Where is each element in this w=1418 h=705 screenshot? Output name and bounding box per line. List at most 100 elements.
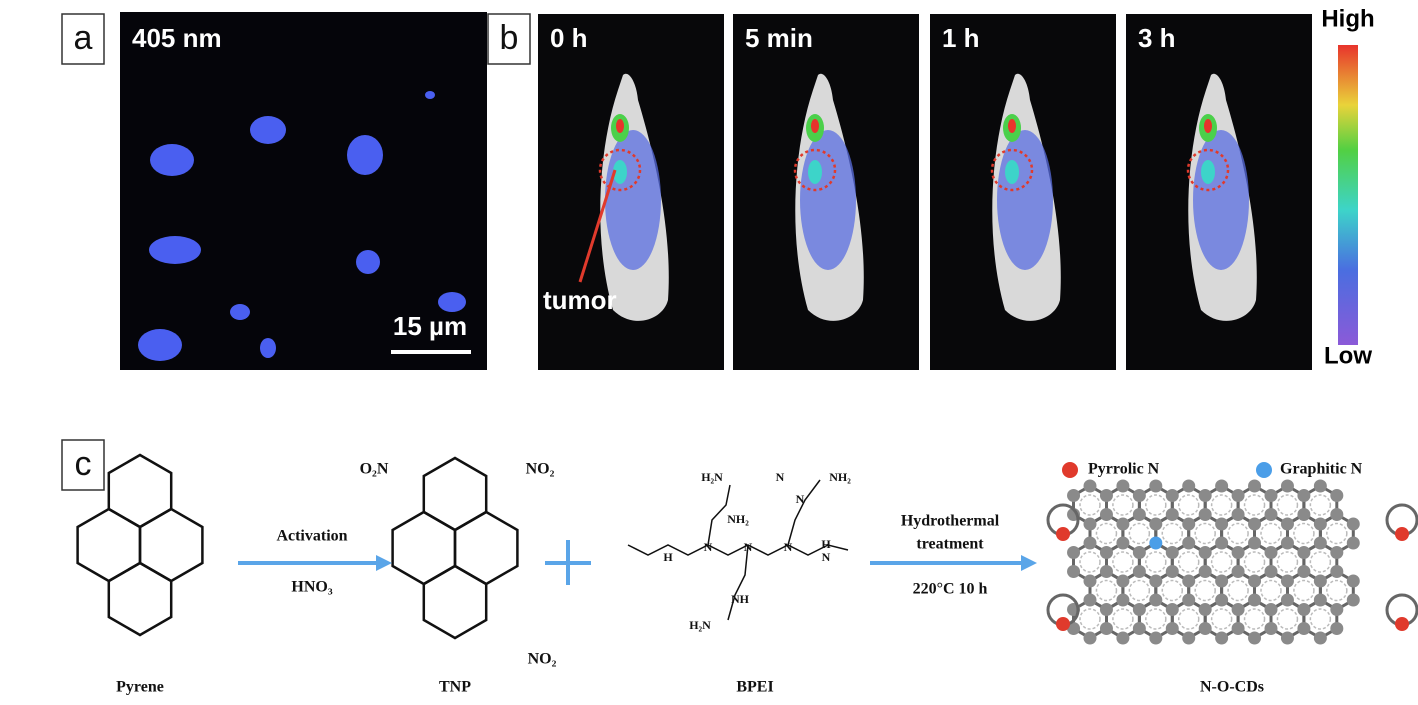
group-label: N (796, 492, 805, 506)
carbon-dot-model (1046, 479, 1418, 645)
atom (1346, 574, 1360, 588)
atom (1313, 593, 1327, 607)
panel-label: c (75, 445, 92, 483)
group-label: NH₂ (727, 512, 749, 526)
atom (1099, 622, 1113, 635)
atom (1330, 489, 1344, 502)
atom (1099, 508, 1113, 521)
aromatic-ring (1293, 522, 1315, 545)
aromatic-ring (1276, 608, 1299, 630)
atom (1280, 536, 1294, 550)
group-label: N (744, 540, 753, 554)
ring (391, 510, 457, 586)
imaging-panels: 0 h 5 min 1 h 3 h tumor (538, 14, 1312, 370)
aromatic-ring (1309, 494, 1332, 516)
chain (707, 484, 731, 546)
atom (1116, 574, 1130, 588)
annotation-arrow (578, 169, 617, 283)
atom (1297, 565, 1311, 578)
atom (1231, 489, 1245, 502)
chain (787, 479, 821, 546)
time-label: 0 h (550, 23, 588, 53)
atom (1083, 631, 1097, 645)
atom (1182, 479, 1196, 493)
label-box (61, 13, 105, 65)
cells (138, 91, 466, 361)
atom (1132, 508, 1146, 521)
aromatic-ring (1145, 608, 1167, 630)
aromatic-ring (1177, 608, 1200, 630)
atom (1165, 546, 1179, 559)
aromatic-ring (1112, 608, 1134, 630)
atom (1149, 517, 1163, 531)
group-label: N (784, 540, 793, 554)
tumor-outline (1186, 148, 1230, 192)
aromatic-ring (1309, 551, 1332, 573)
label-box (487, 13, 531, 65)
atom (1346, 517, 1360, 531)
atom (1165, 508, 1179, 521)
aromatic-ring (1128, 579, 1151, 602)
atom (1297, 622, 1311, 635)
atom (1198, 546, 1212, 559)
atom (1264, 546, 1278, 559)
signal (808, 160, 822, 184)
atom (1297, 603, 1311, 616)
step-label: Activation (276, 528, 347, 545)
atom (1132, 546, 1146, 559)
step-label: treatment (916, 536, 984, 553)
atom (1099, 546, 1113, 559)
atom (1198, 622, 1212, 635)
label-box (61, 439, 105, 491)
atom (1264, 508, 1278, 521)
aromatic-ring (1194, 522, 1216, 545)
aromatic-ring (1227, 522, 1249, 545)
atom (1067, 489, 1081, 502)
signal (1008, 119, 1016, 133)
atom (1182, 631, 1196, 645)
time-label: 1 h (942, 23, 980, 53)
tumor-outline (598, 148, 642, 192)
atom (1215, 631, 1229, 645)
aromatic-ring (1177, 551, 1200, 573)
aromatic-ring (1227, 579, 1249, 602)
atom (1264, 603, 1278, 616)
atom (1330, 603, 1344, 616)
atom (1248, 574, 1262, 588)
group-label: NH₂ (829, 470, 851, 484)
atom (1330, 622, 1344, 635)
atom (1149, 479, 1163, 493)
group-label: O₂N (360, 461, 389, 478)
atom (1280, 517, 1294, 531)
atom (1198, 508, 1212, 521)
group-label: NO₂ (526, 461, 555, 478)
tumor-outline (990, 148, 1034, 192)
wavelength: 405 nm (132, 23, 222, 53)
atom (1231, 508, 1245, 521)
aromatic-ring (1326, 579, 1348, 602)
group-label: H (821, 537, 831, 551)
atom (1149, 631, 1163, 645)
signal (1005, 160, 1019, 184)
colorbar-high: High (1321, 5, 1374, 32)
legend-label: Pyrrolic N (1088, 461, 1160, 478)
group-label: H (663, 550, 673, 564)
aromatic-ring (1128, 522, 1151, 545)
atom (1067, 546, 1081, 559)
aromatic-ring (1095, 579, 1118, 602)
group-label: NH (731, 592, 750, 606)
atom (1116, 593, 1130, 607)
signal (613, 160, 627, 184)
atom (1346, 593, 1360, 607)
step-label: Hydrothermal (901, 513, 1000, 530)
aromatic-ring (1293, 579, 1315, 602)
step-label: HNO₃ (291, 579, 332, 596)
atom (1248, 536, 1262, 550)
atom (1330, 508, 1344, 521)
aromatic-ring (1177, 494, 1200, 516)
oxygen (1056, 617, 1070, 631)
legend-marker (1062, 462, 1078, 478)
time-label: 5 min (745, 23, 813, 53)
aromatic-ring (1112, 551, 1134, 573)
aromatic-ring (1260, 579, 1282, 602)
